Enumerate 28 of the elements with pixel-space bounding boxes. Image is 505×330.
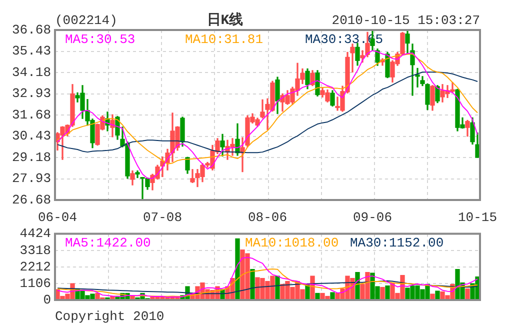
y-tick-label: 30.43 xyxy=(12,128,51,144)
y-tick-label: 34.18 xyxy=(12,64,51,80)
x-tick-label: 10-15 xyxy=(458,210,498,226)
series-label: MA10:1018.00 xyxy=(245,236,339,251)
text: MA5:30.53 xyxy=(65,32,136,47)
text: Copyright 2010 xyxy=(55,309,164,324)
x-tick-label: 09-06 xyxy=(352,210,392,226)
y-tick-label: 32.93 xyxy=(12,86,51,102)
chart-title: 日K线 xyxy=(206,12,244,29)
text: (002214) xyxy=(55,13,118,28)
y-tick-label: 1106 xyxy=(20,276,51,291)
y-tick-label: 36.68 xyxy=(12,22,51,38)
y-tick-label: 29.18 xyxy=(12,150,51,165)
text: 2010-10-15 15:03:27 xyxy=(332,13,480,28)
y-tick-label: 26.68 xyxy=(12,192,51,208)
y-tick-label: 31.68 xyxy=(12,107,51,122)
x-tick-label: 07-08 xyxy=(142,210,182,226)
text: MA30:1152.00 xyxy=(350,236,444,251)
x-tick-label: 08-06 xyxy=(248,210,288,226)
y-tick-label: 0 xyxy=(43,292,51,308)
y-tick-label: 35.43 xyxy=(12,44,51,59)
y-tick-label: 3318 xyxy=(20,242,51,258)
y-tick-label: 4424 xyxy=(20,226,52,242)
y-tick-label: 2212 xyxy=(20,259,51,274)
y-tick-label: 27.93 xyxy=(12,171,51,186)
text: MA5:1422.00 xyxy=(65,236,151,251)
x-tick-label: 06-04 xyxy=(38,210,78,226)
text: MA10:31.81 xyxy=(185,32,264,47)
